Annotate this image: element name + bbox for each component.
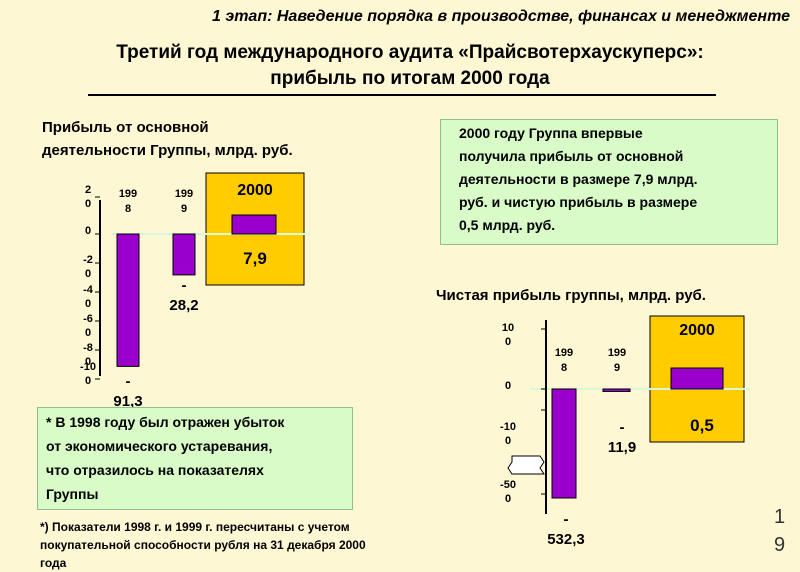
chart1-title-line-2: деятельности Группы, млрд. руб. xyxy=(42,142,293,159)
y-tick-label: -10 0 xyxy=(80,361,96,387)
note-1998-line: от экономического устаревания, xyxy=(46,438,273,454)
note-2000-box: 2000 году Группа впервые получила прибыл… xyxy=(440,119,778,245)
note-1998-line: * В 1998 году был отражен убыток xyxy=(46,414,285,430)
note-1998-line: Группы xyxy=(46,486,99,502)
footnote-line: покупательной способности рубля на 31 де… xyxy=(40,538,366,552)
bar-2 xyxy=(172,233,196,276)
note-2000-line: 2000 году Группа впервые xyxy=(459,125,643,141)
category-label: 199 9 xyxy=(608,347,626,374)
note-2000-line: получила прибыль от основной xyxy=(459,148,684,164)
footnote-line: года xyxy=(40,556,67,570)
title-line-2: прибыль по итогам 2000 года xyxy=(270,68,550,89)
data-label: -91,3 xyxy=(113,373,142,410)
category-label: 199 9 xyxy=(175,188,193,215)
bar-3 xyxy=(231,214,277,235)
y-tick-label: 10 0 xyxy=(502,322,514,348)
y-tick-label: 0 xyxy=(85,225,91,237)
title-underline xyxy=(88,94,716,96)
chart1-title: Прибыль от основной деятельности Группы,… xyxy=(42,116,382,162)
bar-1 xyxy=(551,388,577,499)
chart2-title: Чистая прибыль группы, млрд. руб. xyxy=(436,287,706,304)
chart1-title-line-1: Прибыль от основной xyxy=(42,119,209,136)
page-number-digit-1: 1 xyxy=(774,506,786,528)
note-2000-line: 0,5 млрд. руб. xyxy=(459,217,556,233)
data-label: -11,9 xyxy=(608,419,636,456)
page-title: Третий год международного аудита «Прайсв… xyxy=(60,40,760,92)
category-label: 199 8 xyxy=(119,188,137,215)
title-line-1: Третий год международного аудита «Прайсв… xyxy=(116,42,704,63)
axis-break-symbol xyxy=(507,455,545,475)
y-tick-label: -10 0 xyxy=(500,421,516,447)
note-2000-line: руб. и чистую прибыль в размере xyxy=(459,194,698,210)
y-tick-label: 0 xyxy=(505,380,511,392)
y-tick-label: -6 0 xyxy=(83,313,93,339)
bar-2 xyxy=(602,388,631,392)
y-tick-label: -50 0 xyxy=(500,479,516,505)
bar-1 xyxy=(116,233,140,367)
category-label: 199 8 xyxy=(555,347,573,374)
data-label: 0,5 xyxy=(690,416,714,435)
data-label: -532,3 xyxy=(547,511,585,548)
data-label: -28,2 xyxy=(169,277,198,314)
y-tick-label: -8 0 xyxy=(83,342,93,368)
page-number-digit-2: 9 xyxy=(774,534,786,556)
note-2000-line: деятельности в размере 7,9 млрд. xyxy=(459,171,698,187)
category-label: 2000 xyxy=(679,322,715,339)
stage-header: 1 этап: Наведение порядка в производстве… xyxy=(212,8,790,25)
footnote: *) Показатели 1998 г. и 1999 г. пересчит… xyxy=(40,518,470,572)
y-tick-label: -4 0 xyxy=(83,284,94,310)
data-label: 7,9 xyxy=(243,249,267,268)
note-1998-line: что отразилось на показателях xyxy=(46,462,264,478)
category-label: 2000 xyxy=(237,182,273,199)
bar-3 xyxy=(670,367,724,390)
note-1998-box: * В 1998 году был отражен убыток от экон… xyxy=(37,407,353,510)
footnote-line: *) Показатели 1998 г. и 1999 г. пересчит… xyxy=(40,520,350,534)
y-tick-label: -2 0 xyxy=(83,254,93,280)
